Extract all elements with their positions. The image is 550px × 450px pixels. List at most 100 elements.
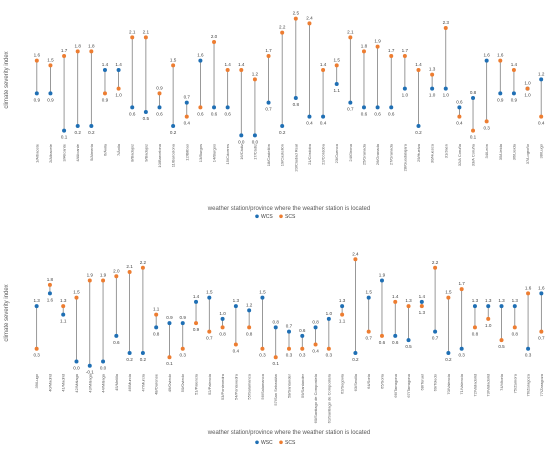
x-tick-label: 24/Girona <box>348 143 353 161</box>
data-label-wsc: 0.2 <box>445 357 452 362</box>
x-tick-label: 44/Málaga <box>101 373 106 392</box>
x-tick-label: 3/Alicante <box>62 143 67 161</box>
data-point-wcs <box>430 86 435 91</box>
data-point-scs <box>525 86 530 91</box>
x-tick-label: 75/Zamora <box>512 373 517 393</box>
x-tick-label: 2/Albacete <box>48 143 53 163</box>
data-point-scs <box>379 333 384 338</box>
x-tick-label: 1/Albacete <box>34 143 39 163</box>
data-label-scs: 1.0 <box>485 323 492 328</box>
data-point-wsc <box>247 308 252 313</box>
x-tick-label: 58/Santander <box>287 373 292 398</box>
data-label-wcs: 0.6 <box>456 99 463 104</box>
data-label-wcs: 0.5 <box>143 116 150 121</box>
data-label-scs: 1.8 <box>47 277 54 282</box>
data-point-scs <box>127 270 132 275</box>
data-label-wcs: 1.1 <box>334 88 341 93</box>
data-label-wsc: 0.6 <box>299 328 306 333</box>
data-point-wsc <box>127 350 132 355</box>
data-label-wsc: 1.6 <box>538 285 545 290</box>
data-point-scs <box>366 329 371 334</box>
data-point-wsc <box>61 312 66 317</box>
data-label-wcs: 0.9 <box>34 97 41 102</box>
data-label-wsc: 0.9 <box>180 315 187 320</box>
data-point-wsc <box>313 325 318 330</box>
data-point-scs <box>102 91 107 96</box>
x-tick-label: 59/Santander <box>300 373 305 398</box>
data-label-wsc: 0.0 <box>100 365 107 370</box>
data-label-wsc: 1.5 <box>365 290 372 295</box>
data-point-wcs <box>334 82 339 86</box>
data-point-scs <box>484 119 489 124</box>
data-label-wcs: 0.6 <box>129 111 136 116</box>
data-point-scs <box>140 265 145 270</box>
x-tick-label: 13/Burgos <box>198 144 203 162</box>
data-point-scs <box>87 278 92 283</box>
x-tick-label: 34/León <box>484 144 489 158</box>
data-point-scs <box>340 312 345 317</box>
data-point-scs <box>116 86 121 91</box>
chart-panel-1: climate severity index 0.9 1.6 1/Albacete 0.… <box>4 11 545 220</box>
data-point-wcs <box>293 96 298 100</box>
data-label-scs: 1.4 <box>320 62 327 67</box>
data-label-scs: 0.8 <box>512 331 519 336</box>
x-tick-label: 56/Salamanca <box>260 373 265 399</box>
data-label-wcs: 0.4 <box>320 121 327 126</box>
data-point-scs <box>239 68 244 72</box>
data-point-scs <box>471 128 476 133</box>
data-label-scs: 0.4 <box>456 121 463 126</box>
x-tick-label: 30/Huesca <box>430 143 435 163</box>
data-point-wcs <box>484 58 489 63</box>
data-label-scs: 1.8 <box>75 43 82 48</box>
data-label-scs: 2.5 <box>293 11 300 16</box>
data-label-scs: 0.8 <box>472 331 479 336</box>
data-label-wsc: 1.3 <box>472 298 479 303</box>
data-label-scs: 0.4 <box>184 121 191 126</box>
data-point-scs <box>446 295 451 300</box>
data-label-wcs: 1.0 <box>402 93 409 98</box>
data-point-wsc <box>300 333 305 338</box>
data-label-wsc: 1.3 <box>498 298 505 303</box>
x-tick-label: 51/Palencia <box>194 373 199 395</box>
data-label-scs: 0.3 <box>259 353 266 358</box>
data-point-scs <box>233 342 238 347</box>
data-label-wcs: 0.0 <box>252 139 259 144</box>
data-point-wsc <box>393 333 398 338</box>
data-point-wsc <box>499 304 504 309</box>
data-label-wsc: 1.0 <box>326 311 333 316</box>
data-label-scs: 0.6 <box>197 111 204 116</box>
data-label-wsc: 0.6 <box>392 340 399 345</box>
x-tick-label: 27/Granada <box>389 143 394 165</box>
x-tick-label: 71/Valencia <box>459 373 464 394</box>
data-label-scs: 1.8 <box>361 43 368 48</box>
x-tick-label: 50/Oviedo <box>180 373 185 392</box>
data-point-scs <box>280 30 285 35</box>
data-label-wsc: 0.7 <box>286 324 293 329</box>
data-label-wcs: 1.6 <box>197 53 204 58</box>
data-label-wcs: 0.4 <box>306 121 313 126</box>
data-point-scs <box>406 304 411 309</box>
x-tick-label: 42/Málaga <box>74 373 79 392</box>
data-label-scs: 0.4 <box>233 348 240 353</box>
legend-marker-wsc <box>255 440 259 445</box>
x-tick-label: 33/A Coruña <box>471 143 476 166</box>
data-point-scs <box>472 325 477 330</box>
x-tick-label: 45/Melilla <box>114 373 119 391</box>
legend-marker-wcs <box>255 214 259 219</box>
x-tick-label: 52/Palencia <box>207 373 212 395</box>
data-point-scs <box>212 40 217 44</box>
data-label-scs: 1.3 <box>419 310 426 315</box>
data-point-wcs <box>198 58 203 63</box>
data-label-scs: 1.7 <box>265 48 272 53</box>
data-point-scs <box>293 16 298 21</box>
data-label-scs: 1.7 <box>61 48 68 53</box>
data-point-wcs <box>34 91 39 96</box>
data-label-scs: 0.1 <box>273 361 280 366</box>
data-point-scs <box>375 44 380 49</box>
data-label-scs: 1.4 <box>511 62 518 67</box>
x-tick-label: 72/Valladolid <box>472 374 477 397</box>
data-label-scs: 1.4 <box>415 62 422 67</box>
legend-marker-scs <box>279 440 283 445</box>
x-tick-label: 74/Vitoria <box>499 373 504 391</box>
data-point-wsc <box>419 299 424 304</box>
